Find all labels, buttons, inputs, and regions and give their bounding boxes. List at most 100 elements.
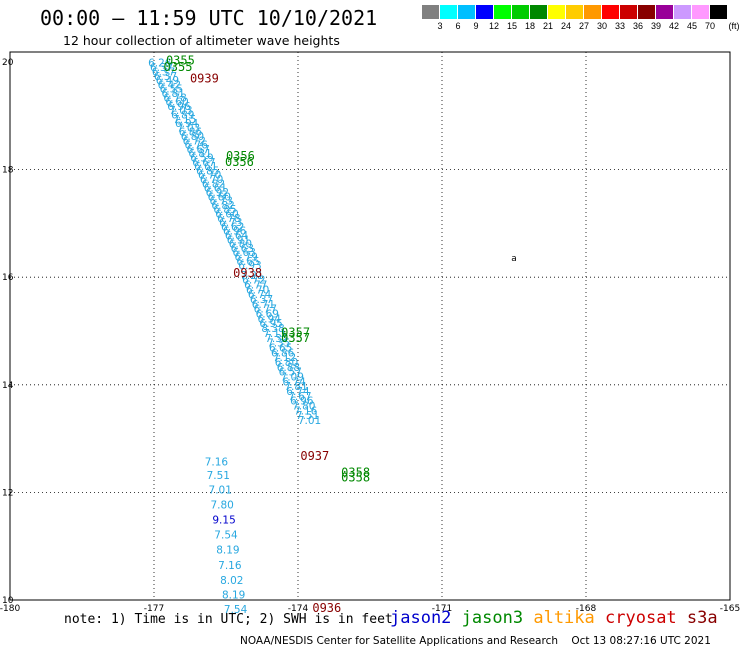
legend-label: 70 — [704, 21, 716, 31]
pass-time-label: 0358 — [341, 465, 370, 479]
legend-swatch — [422, 5, 440, 19]
legend-swatch — [512, 5, 530, 19]
legend-label: 30 — [596, 21, 608, 31]
sat-jason2: jason2 — [390, 608, 452, 628]
track-left-label: 6.82 — [211, 200, 234, 212]
track-left-label: 6.92 — [206, 187, 229, 199]
legend-swatch — [638, 5, 656, 19]
legend-swatch — [584, 5, 602, 19]
legend-label: 21 — [542, 21, 554, 31]
lat-tick-label: 18 — [2, 166, 14, 176]
track-left-label: 6.65 — [236, 256, 259, 268]
sat-altika: altika — [533, 608, 595, 628]
legend-label: 12 — [488, 21, 500, 31]
track-left-label: 6.95 — [259, 318, 282, 330]
pass-time-label: 0355 — [164, 60, 193, 74]
track-left-label: 6.81 — [188, 148, 211, 160]
track-left-label: 6.64 — [225, 230, 249, 242]
legend-label: 6 — [455, 21, 461, 31]
track-right-label: 7.54 — [224, 604, 248, 616]
track-left-label: 6.86 — [179, 127, 203, 139]
lon-tick-label: -177 — [144, 604, 164, 614]
track-left-label: 6.85 — [213, 204, 236, 216]
pass-time-label: 0937 — [300, 449, 329, 463]
track-left-label: 7.03 — [177, 122, 200, 134]
legend-swatch — [476, 5, 494, 19]
track-left-label: 6.59 — [190, 153, 213, 165]
lat-tick-label: 14 — [2, 381, 14, 391]
track-right-label: 9.15 — [212, 515, 235, 527]
track-left-label: 7.32 — [265, 333, 288, 345]
track-left-label: 6.26 — [148, 57, 172, 69]
track-left-label: 8.38 — [261, 323, 284, 335]
island-symbol: a — [511, 254, 517, 264]
track-left-label: 6.70 — [198, 170, 221, 182]
legend-label: 24 — [560, 21, 572, 31]
track-left-label: 6.94 — [175, 118, 199, 130]
track-right-label: 8.19 — [222, 589, 245, 601]
legend-swatch — [566, 5, 584, 19]
track-left-label: 6.77 — [254, 304, 277, 316]
track-left-label: 6.72 — [183, 135, 206, 147]
track-left-label: 6.63 — [233, 247, 256, 259]
track-left-label: 6.37 — [152, 66, 175, 78]
track-left-label: 7.01 — [298, 415, 321, 427]
legend-label: (ft) — [728, 21, 740, 31]
legend-swatch — [674, 5, 692, 19]
track-left-label: 6.79 — [234, 252, 257, 264]
track-left-label: 6.88 — [277, 362, 300, 374]
track-left-label: 6.69 — [256, 309, 279, 321]
track-left-label: 6.78 — [217, 213, 240, 225]
pass-time-label: 0356 — [225, 155, 254, 169]
pass-time-label: 0936 — [312, 601, 341, 615]
track-left-label: 6.89 — [171, 109, 194, 121]
sat-s3a: s3a — [686, 608, 718, 628]
legend-label: 39 — [650, 21, 662, 31]
satellite-legend: jason2 jason3 altika cryosat s3a — [390, 608, 718, 628]
color-legend-labels: 3 6 9 12 15 18 21 24 27 30 33 36 39 42 45 70 (ft) — [422, 21, 740, 33]
pass-time-label: 0355 — [166, 54, 195, 68]
track-left-label: 6.60 — [215, 208, 238, 220]
pass-time-label: 0356 — [226, 149, 255, 163]
track-left-label: 6.82 — [202, 178, 225, 190]
track-left-label: 6.73 — [219, 217, 242, 229]
track-left-label: 6.60 — [208, 191, 231, 203]
track-left-label: 6.65 — [269, 342, 292, 354]
track-left-label: 7.16 — [294, 405, 318, 417]
track-left-label: 6.62 — [221, 221, 244, 233]
pass-time-label: 0939 — [190, 71, 219, 85]
legend-swatch — [530, 5, 548, 19]
track-left-label: 6.74 — [248, 289, 272, 301]
track-left-label: 7.51 — [296, 410, 319, 422]
track-left-label: 6.70 — [246, 284, 269, 296]
lon-tick-label: -180 — [0, 604, 20, 614]
track-left-label: 6.57 — [279, 367, 302, 379]
pass-time-label: 0938 — [233, 266, 262, 280]
track-left-label: 6.60 — [165, 97, 188, 109]
track-left-label: 7.12 — [273, 352, 296, 364]
track-left-label: 6.67 — [186, 144, 209, 156]
track-left-label: 7.15 — [173, 114, 196, 126]
track-left-label: 7.35 — [267, 338, 290, 350]
footer-note: note: 1) Time is in UTC; 2) SWH is in fe… — [64, 612, 393, 627]
track-left-label: 7.09 — [281, 371, 304, 383]
track-right-label: 7.01 — [209, 484, 232, 496]
legend-label: 33 — [614, 21, 626, 31]
track-left-label: 6.80 — [181, 131, 204, 143]
track-right-label: 8.19 — [216, 545, 239, 557]
track-left-label: 7.03 — [169, 105, 192, 117]
lat-tick-label: 10 — [2, 596, 14, 606]
track-left-label: 6.71 — [252, 299, 275, 311]
track-left-label: 6.96 — [167, 101, 191, 113]
lon-tick-label: -165 — [720, 604, 740, 614]
legend-label: 3 — [437, 21, 443, 31]
track-right-label: 7.51 — [207, 470, 230, 482]
sat-cryosat: cryosat — [605, 608, 677, 628]
legend-swatch — [656, 5, 674, 19]
lon-tick-label: -168 — [576, 604, 597, 614]
track-left-label: 6.74 — [282, 376, 306, 388]
map-subtitle: 12 hour collection of altimeter wave hei… — [63, 33, 340, 48]
track-left-label: 6.91 — [227, 234, 250, 246]
track-left-label: 6.70 — [200, 174, 223, 186]
lon-tick-label: -174 — [288, 604, 309, 614]
